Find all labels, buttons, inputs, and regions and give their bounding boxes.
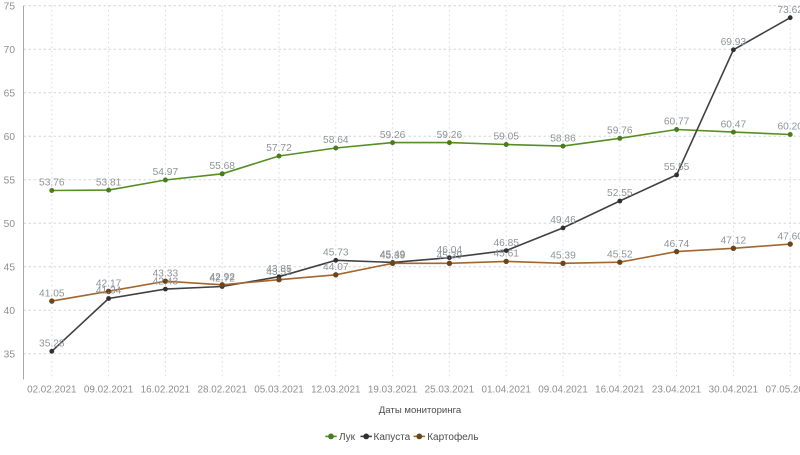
svg-text:60.77: 60.77 [664, 117, 690, 128]
svg-text:45.49: 45.49 [380, 250, 406, 261]
svg-text:35.28: 35.28 [39, 339, 65, 350]
svg-text:42.17: 42.17 [96, 279, 122, 290]
svg-text:44.07: 44.07 [323, 262, 349, 273]
svg-text:45.52: 45.52 [607, 249, 633, 260]
svg-text:60.20: 60.20 [777, 122, 800, 133]
svg-text:55: 55 [4, 176, 16, 187]
svg-text:45.39: 45.39 [380, 251, 406, 262]
svg-text:09.02.2021: 09.02.2021 [84, 385, 134, 396]
svg-text:52.55: 52.55 [607, 188, 633, 199]
svg-text:60.47: 60.47 [721, 119, 747, 130]
svg-text:54.97: 54.97 [153, 167, 179, 178]
svg-text:01.04.2021: 01.04.2021 [481, 385, 531, 396]
svg-text:50: 50 [4, 219, 16, 230]
svg-text:46.74: 46.74 [664, 239, 690, 250]
svg-text:53.76: 53.76 [39, 178, 65, 189]
svg-text:73.62: 73.62 [777, 5, 800, 16]
svg-text:02.02.2021: 02.02.2021 [27, 385, 77, 396]
svg-text:58.64: 58.64 [323, 135, 349, 146]
svg-text:41.05: 41.05 [39, 288, 65, 299]
svg-text:45: 45 [4, 263, 16, 274]
svg-text:59.76: 59.76 [607, 126, 633, 137]
svg-text:05.03.2021: 05.03.2021 [254, 385, 304, 396]
svg-text:12.03.2021: 12.03.2021 [311, 385, 361, 396]
svg-text:Даты мониторинга: Даты мониторинга [379, 405, 462, 416]
svg-text:59.05: 59.05 [493, 132, 519, 143]
svg-text:47.12: 47.12 [721, 236, 747, 247]
svg-text:45.61: 45.61 [493, 249, 519, 260]
svg-text:45.73: 45.73 [323, 248, 349, 259]
svg-text:Капуста: Капуста [374, 432, 411, 443]
svg-text:55.68: 55.68 [209, 161, 235, 172]
svg-text:49.46: 49.46 [550, 215, 576, 226]
svg-text:07.05.2021: 07.05.2021 [765, 385, 800, 396]
svg-text:35: 35 [4, 350, 16, 361]
svg-text:40: 40 [4, 306, 16, 317]
svg-text:47.60: 47.60 [777, 231, 800, 242]
svg-text:42.72: 42.72 [209, 274, 235, 285]
svg-text:09.04.2021: 09.04.2021 [538, 385, 588, 396]
svg-text:41.34: 41.34 [96, 286, 122, 297]
svg-text:25.03.2021: 25.03.2021 [425, 385, 475, 396]
svg-text:43.85: 43.85 [266, 264, 292, 275]
svg-text:Картофель: Картофель [427, 431, 478, 443]
svg-text:69.93: 69.93 [721, 37, 747, 48]
svg-text:53.81: 53.81 [96, 177, 122, 188]
svg-text:16.02.2021: 16.02.2021 [141, 385, 191, 396]
svg-text:23.04.2021: 23.04.2021 [652, 385, 702, 396]
svg-text:28.02.2021: 28.02.2021 [197, 385, 247, 396]
svg-text:57.72: 57.72 [266, 143, 292, 154]
svg-text:59.26: 59.26 [437, 130, 463, 141]
svg-text:30.04.2021: 30.04.2021 [709, 385, 759, 396]
svg-text:43.51: 43.51 [266, 267, 292, 278]
svg-text:55.55: 55.55 [664, 162, 690, 173]
svg-text:65: 65 [4, 89, 16, 100]
svg-text:46.85: 46.85 [493, 238, 519, 249]
svg-text:16.04.2021: 16.04.2021 [595, 385, 645, 396]
svg-text:45.39: 45.39 [550, 251, 576, 262]
svg-text:70: 70 [4, 45, 16, 56]
svg-text:42.92: 42.92 [209, 272, 235, 283]
svg-text:46.04: 46.04 [437, 245, 463, 256]
svg-text:42.43: 42.43 [153, 276, 179, 287]
svg-text:75: 75 [4, 2, 16, 13]
svg-text:43.33: 43.33 [153, 268, 179, 279]
svg-text:58.86: 58.86 [550, 133, 576, 144]
svg-text:59.26: 59.26 [380, 130, 406, 141]
svg-text:19.03.2021: 19.03.2021 [368, 385, 418, 396]
svg-text:Лук: Лук [339, 432, 356, 443]
svg-text:60: 60 [4, 132, 16, 143]
svg-text:45.39: 45.39 [437, 251, 463, 262]
